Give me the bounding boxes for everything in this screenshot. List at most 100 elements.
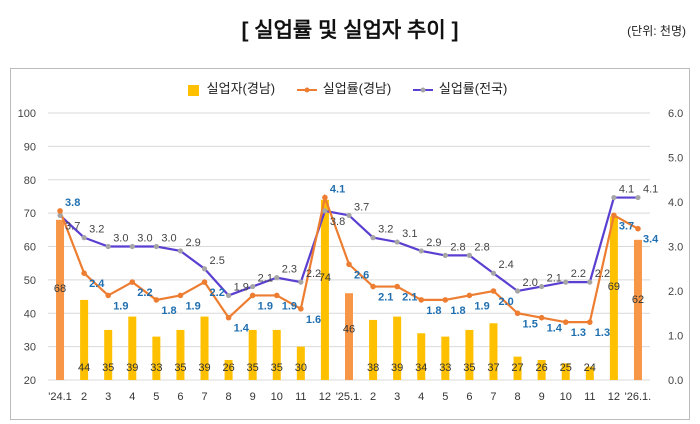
- point-value-label: 2.4: [498, 259, 513, 271]
- point-value-label: 3.0: [161, 233, 176, 245]
- x-tick-label: 5: [153, 391, 159, 403]
- point-value-label: 2.1: [258, 273, 273, 285]
- point-value-label: 3.1: [402, 228, 417, 240]
- data-point: [418, 297, 425, 303]
- point-value-label: 2.2: [210, 287, 225, 299]
- bar: [537, 359, 546, 380]
- left-tick-label: 90: [24, 141, 36, 153]
- data-point: [466, 292, 473, 299]
- data-point: [370, 235, 376, 241]
- bar: [320, 199, 329, 380]
- point-value-label: 2.1: [547, 273, 562, 285]
- bar-value-label: 26: [222, 362, 234, 374]
- bar-value-label: 33: [150, 362, 162, 374]
- data-point: [105, 292, 111, 299]
- bar: [56, 219, 65, 380]
- bar-value-label: 33: [439, 362, 451, 374]
- x-tick-label: 5: [442, 391, 448, 403]
- point-value-label: 1.9: [185, 300, 200, 312]
- point-value-label: 3.7: [619, 220, 634, 232]
- bar: [200, 316, 209, 380]
- x-tick-label: 3: [105, 391, 111, 403]
- point-value-label: 3.0: [137, 233, 152, 245]
- bar-value-label: 35: [174, 362, 186, 374]
- point-value-label: 1.8: [450, 305, 465, 317]
- x-tick-label: 12: [608, 391, 620, 403]
- bar-value-label: 24: [584, 362, 596, 374]
- left-tick-label: 80: [24, 175, 36, 187]
- data-point: [153, 243, 159, 250]
- data-point: [562, 319, 569, 325]
- bar: [585, 366, 594, 380]
- data-point: [346, 261, 352, 268]
- bar: [369, 319, 378, 380]
- data-point: [490, 270, 497, 276]
- x-tick-label: '25.1.: [336, 391, 363, 403]
- bar-value-label: 44: [78, 362, 90, 374]
- bar: [128, 316, 137, 380]
- x-tick-label: 2: [370, 391, 376, 403]
- bar-value-label: 46: [343, 323, 355, 335]
- bar: [465, 329, 474, 380]
- bar-value-label: 74: [319, 272, 331, 284]
- bar-value-label: 34: [415, 362, 427, 374]
- left-tick-label: 50: [24, 275, 36, 287]
- point-value-label: 2.2: [137, 287, 152, 299]
- point-value-label: 1.6: [306, 314, 321, 326]
- left-tick-label: 40: [24, 308, 36, 320]
- bar-value-label: 69: [608, 281, 620, 293]
- bar: [224, 359, 233, 380]
- point-value-label: 1.9: [282, 300, 297, 312]
- data-point: [129, 243, 135, 250]
- point-value-label: 3.7: [65, 220, 80, 232]
- point-value-label: 3.2: [378, 224, 393, 236]
- left-tick-label: 60: [24, 242, 36, 254]
- data-point: [177, 248, 184, 254]
- data-point: [442, 297, 449, 303]
- point-value-label: 2.8: [450, 241, 465, 253]
- bar: [513, 356, 522, 380]
- point-value-label: 2.9: [426, 237, 441, 249]
- point-value-label: 2.1: [378, 292, 393, 304]
- x-tick-label: 4: [129, 391, 135, 403]
- data-point: [418, 248, 424, 254]
- x-tick-label: 9: [250, 391, 256, 403]
- data-point: [226, 292, 232, 299]
- data-point: [394, 283, 400, 290]
- point-value-label: 2.2: [595, 268, 610, 280]
- bar: [152, 336, 161, 380]
- right-tick-label: 6.0: [668, 108, 683, 120]
- x-tick-label: 7: [490, 391, 496, 403]
- bar-value-label: 25: [560, 362, 572, 374]
- x-tick-label: 10: [271, 391, 283, 403]
- x-tick-label: 9: [539, 391, 545, 403]
- data-point: [490, 288, 497, 294]
- x-tick-label: 3: [394, 391, 400, 403]
- point-value-label: 1.8: [161, 305, 176, 317]
- x-tick-label: '24.1: [48, 391, 72, 403]
- data-point: [177, 292, 184, 299]
- legend-label: 실업률(전국): [438, 81, 508, 96]
- data-point: [201, 279, 208, 285]
- bar-value-label: 39: [126, 362, 138, 374]
- legend-swatch-line: [296, 87, 317, 93]
- bar: [176, 329, 185, 380]
- point-value-label: 1.4: [234, 323, 250, 335]
- point-value-label: 3.2: [89, 224, 104, 236]
- point-value-label: 2.5: [210, 255, 225, 267]
- bar-value-label: 39: [198, 362, 210, 374]
- data-point: [201, 266, 208, 272]
- data-point: [466, 252, 472, 258]
- data-point: [322, 208, 328, 214]
- right-tick-label: 1.0: [668, 331, 683, 343]
- bar-value-label: 27: [511, 362, 523, 374]
- chart-title: [ 실업률 및 실업자 추이 ]: [241, 19, 459, 42]
- point-value-label: 3.7: [354, 201, 369, 213]
- legend: 실업자(경남) 실업률(경남) 실업률(전국): [0, 78, 700, 97]
- data-point: [611, 194, 617, 201]
- x-tick-label: 4: [418, 391, 424, 403]
- legend-item-unemployed: 실업자(경남): [187, 81, 281, 96]
- right-tick-label: 3.0: [668, 242, 683, 254]
- point-value-label: 2.3: [282, 264, 297, 276]
